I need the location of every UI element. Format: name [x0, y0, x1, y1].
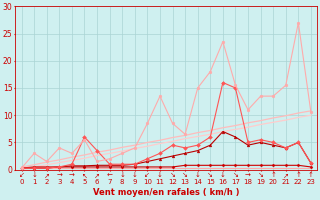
X-axis label: Vent moyen/en rafales ( km/h ): Vent moyen/en rafales ( km/h ) — [93, 188, 239, 197]
